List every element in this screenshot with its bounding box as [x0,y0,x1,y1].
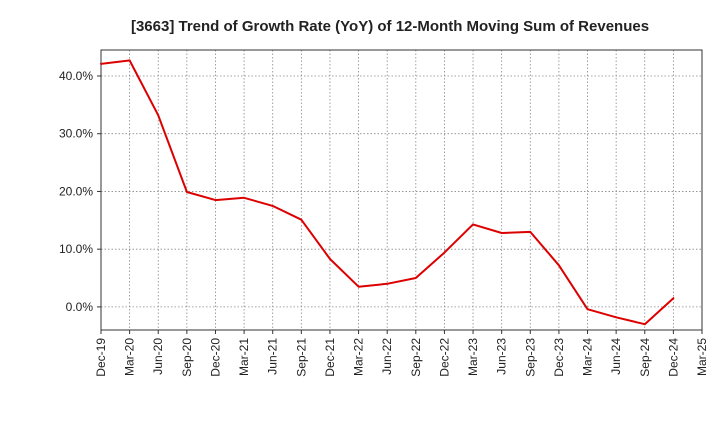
x-tick-label: Mar-22 [352,338,366,376]
x-tick-label: Sep-22 [409,338,423,377]
y-tick-label: 10.0% [59,242,93,256]
x-tick-label: Mar-23 [466,338,480,376]
x-tick-label: Sep-20 [180,338,194,377]
series-line [100,59,675,326]
axes [97,49,703,334]
x-tick-labels: Dec-19 Mar-20 Jun-20 Sep-20 Dec-20 Mar-21 Jun-… [94,338,709,377]
x-tick-label: Jun-21 [266,338,280,375]
y-tick-label: 40.0% [59,69,93,83]
y-tick-label: 20.0% [59,184,93,198]
x-tick-label: Dec-20 [208,338,222,377]
x-tick-label: Sep-21 [294,338,308,377]
x-tick-label: Mar-21 [237,338,251,376]
x-tick-label: Jun-24 [609,338,623,375]
plot-frame [100,49,703,331]
x-tick-label: Sep-24 [638,338,652,377]
x-tick-label: Mar-20 [123,338,137,376]
x-tick-label: Jun-23 [495,338,509,375]
x-tick-label: Dec-21 [323,338,337,377]
y-tick-label: 0.0% [66,300,94,314]
x-tick-label: Dec-24 [666,338,680,377]
x-tick-label: Dec-22 [437,338,451,377]
x-tick-label: Sep-23 [523,338,537,377]
chart-title: [3663] Trend of Growth Rate (YoY) of 12-… [131,18,649,35]
x-tick-label: Mar-24 [581,338,595,376]
series-layer [100,59,675,326]
y-tick-labels: 0.0% 10.0% 20.0% 30.0% 40.0% [59,69,93,314]
x-tick-label: Dec-23 [552,338,566,377]
grid-lines [101,50,702,330]
x-tick-label: Jun-20 [151,338,165,375]
x-tick-label: Mar-25 [695,338,709,376]
x-tick-label: Dec-19 [94,338,108,377]
y-tick-label: 30.0% [59,127,93,141]
x-tick-label: Jun-22 [380,338,394,375]
